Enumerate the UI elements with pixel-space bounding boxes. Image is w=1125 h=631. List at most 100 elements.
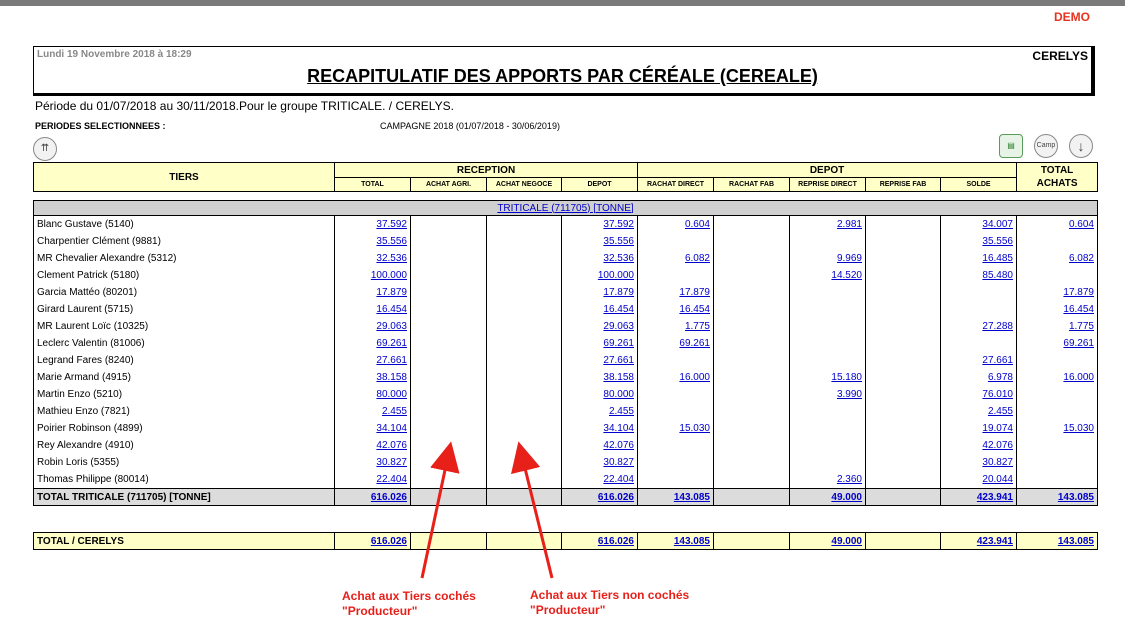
table-row: Blanc Gustave (5140) 37.592 37.592 0.604 2.9… — [33, 215, 1098, 233]
value-link[interactable]: 22.404 — [603, 474, 634, 485]
value-link[interactable]: 30.827 — [982, 457, 1013, 468]
value-link[interactable]: 1.775 — [684, 321, 710, 332]
value-link[interactable]: 29.063 — [603, 321, 634, 332]
value-link[interactable]: 19.074 — [982, 423, 1013, 434]
value-link[interactable]: 32.536 — [376, 253, 407, 264]
value-link[interactable]: 20.044 — [982, 474, 1013, 485]
value-link[interactable]: 9.969 — [836, 253, 862, 264]
empty-cell — [1016, 386, 1098, 403]
value-link[interactable]: 42.076 — [982, 440, 1013, 451]
selected-periods-value: CAMPAGNE 2018 (01/07/2018 - 30/06/2019) — [380, 121, 560, 131]
value-link[interactable]: 1.775 — [1068, 321, 1094, 332]
value-link[interactable]: 616.026 — [370, 491, 407, 503]
value-link[interactable]: 38.158 — [376, 372, 407, 383]
value-link[interactable]: 15.030 — [679, 423, 710, 434]
value-link[interactable]: 34.104 — [603, 423, 634, 434]
value-link[interactable]: 0.604 — [1068, 219, 1094, 230]
arrow-down-icon[interactable]: ↓ — [1069, 134, 1093, 158]
camp-icon[interactable]: Camp — [1034, 134, 1058, 158]
printer-icon[interactable]: ▤ — [999, 134, 1023, 158]
value-link[interactable]: 14.520 — [831, 270, 862, 281]
value-link[interactable]: 2.981 — [836, 219, 862, 230]
value-link[interactable]: 27.661 — [376, 355, 407, 366]
value-link[interactable]: 2.455 — [381, 406, 407, 417]
value-link[interactable]: 143.085 — [1057, 535, 1094, 547]
value-link[interactable]: 6.082 — [684, 253, 710, 264]
value-link[interactable]: 616.026 — [370, 535, 407, 547]
empty-cell — [1016, 352, 1098, 369]
value-link[interactable]: 6.082 — [1068, 253, 1094, 264]
empty-cell — [1016, 267, 1098, 284]
value-link[interactable]: 42.076 — [376, 440, 407, 451]
value-link[interactable]: 16.000 — [679, 372, 710, 383]
value-link[interactable]: 30.827 — [376, 457, 407, 468]
value-link[interactable]: 29.063 — [376, 321, 407, 332]
value-link[interactable]: 616.026 — [597, 535, 634, 547]
value-link[interactable]: 17.879 — [603, 287, 634, 298]
double-up-icon[interactable]: ⇈ — [33, 137, 57, 161]
value-link[interactable]: 80.000 — [603, 389, 634, 400]
value-link[interactable]: 27.661 — [982, 355, 1013, 366]
value-link[interactable]: 16.454 — [603, 304, 634, 315]
value-link[interactable]: 2.455 — [987, 406, 1013, 417]
value-link[interactable]: 69.261 — [679, 338, 710, 349]
value-link[interactable]: 34.104 — [376, 423, 407, 434]
value-link[interactable]: 143.085 — [673, 491, 710, 503]
value-link[interactable]: 69.261 — [376, 338, 407, 349]
value-link[interactable]: 37.592 — [603, 219, 634, 230]
value-link[interactable]: 37.592 — [376, 219, 407, 230]
value-link[interactable]: 42.076 — [603, 440, 634, 451]
value-link[interactable]: 15.030 — [1063, 423, 1094, 434]
value-link[interactable]: 80.000 — [376, 389, 407, 400]
value-link[interactable]: 32.536 — [603, 253, 634, 264]
value-link[interactable]: 35.556 — [982, 236, 1013, 247]
category-link[interactable]: TRITICALE (711705) [TONNE] — [497, 202, 634, 214]
value-link[interactable]: 423.941 — [976, 535, 1013, 547]
value-link[interactable]: 17.879 — [679, 287, 710, 298]
value-link[interactable]: 35.556 — [603, 236, 634, 247]
period-description: Période du 01/07/2018 au 30/11/2018.Pour… — [35, 99, 454, 113]
table-row: Robin Loris (5355) 30.827 30.827 30.827 — [33, 454, 1098, 471]
value-link[interactable]: 6.978 — [987, 372, 1013, 383]
value-link[interactable]: 3.990 — [836, 389, 862, 400]
value-link[interactable]: 69.261 — [603, 338, 634, 349]
value-link[interactable]: 69.261 — [1063, 338, 1094, 349]
value-link[interactable]: 34.007 — [982, 219, 1013, 230]
value-link[interactable]: 35.556 — [376, 236, 407, 247]
table-row: Girard Laurent (5715) 16.454 16.454 16.454 1… — [33, 301, 1098, 318]
value-link[interactable]: 76.010 — [982, 389, 1013, 400]
value-link[interactable]: 30.827 — [603, 457, 634, 468]
report-title: RECAPITULATIF DES APPORTS PAR CÉRÉALE (C… — [307, 66, 818, 86]
value-link[interactable]: 143.085 — [673, 535, 710, 547]
value-link[interactable]: 2.455 — [608, 406, 634, 417]
value-link[interactable]: 17.879 — [1063, 287, 1094, 298]
value-link[interactable]: 2.360 — [836, 474, 862, 485]
value-link[interactable]: 616.026 — [597, 491, 634, 503]
value-link[interactable]: 143.085 — [1057, 491, 1094, 503]
value-link[interactable]: 49.000 — [831, 535, 862, 547]
value-link[interactable]: 16.485 — [982, 253, 1013, 264]
value-link[interactable]: 100.000 — [597, 270, 634, 281]
value-link[interactable]: 16.000 — [1063, 372, 1094, 383]
report-table-body: TRITICALE (711705) [TONNE] Blanc Gustave … — [33, 200, 1098, 506]
empty-cell — [713, 532, 790, 550]
value-link[interactable]: 423.941 — [976, 491, 1013, 503]
value-link[interactable]: 100.000 — [370, 270, 407, 281]
value-link[interactable]: 16.454 — [679, 304, 710, 315]
value-link[interactable]: 49.000 — [831, 491, 862, 503]
value-link[interactable]: 22.404 — [376, 474, 407, 485]
value-link[interactable]: 15.180 — [831, 372, 862, 383]
col-header: SOLDE — [940, 177, 1018, 192]
value-link[interactable]: 16.454 — [1063, 304, 1094, 315]
value-link[interactable]: 17.879 — [376, 287, 407, 298]
table-row: Legrand Fares (8240) 27.661 27.661 27.661 — [33, 352, 1098, 369]
value-link[interactable]: 38.158 — [603, 372, 634, 383]
value-link[interactable]: 27.288 — [982, 321, 1013, 332]
value-link[interactable]: 0.604 — [684, 219, 710, 230]
col-header: ACHAT AGRI. — [410, 177, 487, 192]
tiers-name: TOTAL TRITICALE (711705) [TONNE] — [33, 488, 335, 506]
value-link[interactable]: 16.454 — [376, 304, 407, 315]
value-link[interactable]: 27.661 — [603, 355, 634, 366]
value-link[interactable]: 85.480 — [982, 270, 1013, 281]
